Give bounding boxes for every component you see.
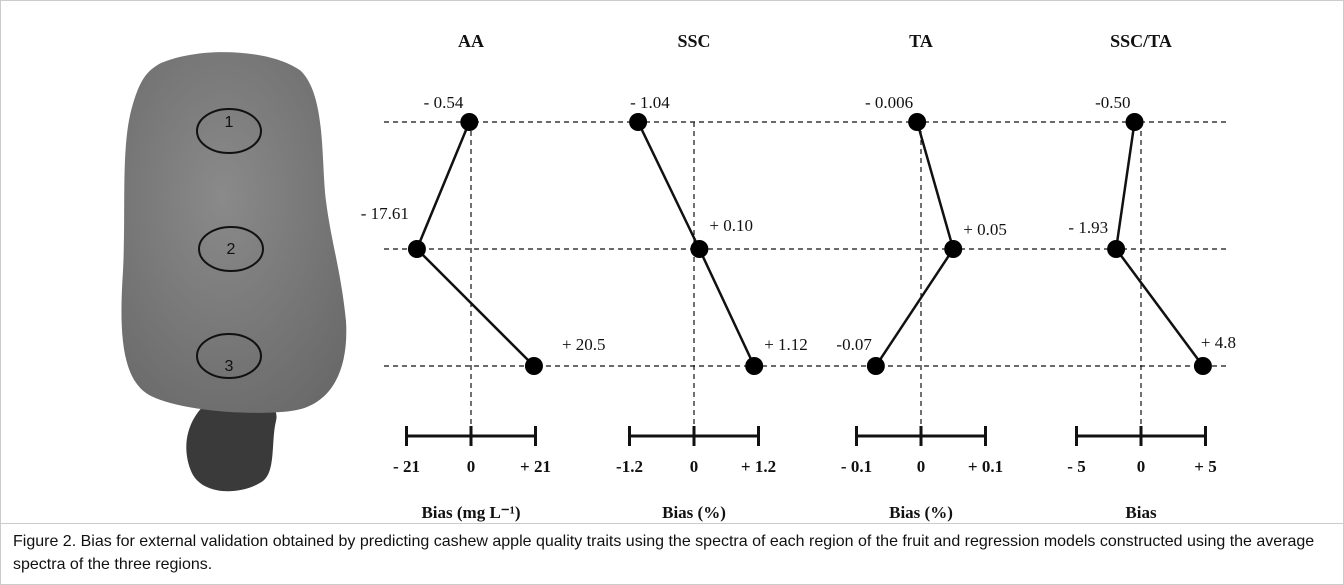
point	[908, 113, 927, 131]
point	[1107, 240, 1126, 258]
value-label: -0.07	[836, 335, 872, 354]
panel-title: SSC	[677, 31, 710, 51]
point	[407, 240, 426, 258]
value-label: - 17.61	[361, 204, 409, 223]
value-label: + 0.05	[963, 220, 1007, 239]
x-tick-label: + 0.1	[968, 457, 1003, 476]
panel-title: AA	[458, 31, 484, 51]
region-label: 1	[225, 114, 234, 131]
region-label: 2	[227, 241, 236, 258]
point	[1193, 357, 1212, 375]
point	[524, 357, 543, 375]
value-label: - 0.006	[865, 93, 913, 112]
value-label: - 1.93	[1068, 218, 1108, 237]
point	[1125, 113, 1144, 131]
fruit	[121, 52, 347, 492]
value-label: -0.50	[1095, 93, 1130, 112]
point	[745, 357, 764, 375]
panel-title: TA	[909, 31, 933, 51]
profile-line	[1114, 121, 1204, 367]
value-label: - 1.04	[630, 93, 670, 112]
value-label: - 0.54	[424, 93, 464, 112]
region-label: 3	[225, 358, 234, 375]
value-label: + 0.10	[709, 216, 753, 235]
value-label: + 20.5	[562, 335, 606, 354]
point	[944, 240, 963, 258]
x-axis-label: Bias (%)	[889, 503, 953, 522]
panel-title: SSC/TA	[1110, 31, 1172, 51]
x-axis-label: Bias (%)	[662, 503, 726, 522]
x-axis-label: Bias (mg L⁻¹)	[421, 503, 520, 522]
x-tick-label: -1.2	[616, 457, 643, 476]
x-axis-label: Bias	[1125, 503, 1157, 522]
x-tick-label: - 5	[1067, 457, 1085, 476]
point	[460, 113, 479, 131]
x-tick-label: - 21	[393, 457, 420, 476]
x-tick-label: + 21	[520, 457, 551, 476]
x-tick-label: - 0.1	[841, 457, 872, 476]
profile-line	[874, 121, 955, 367]
x-tick-label: 0	[690, 457, 699, 476]
chart: 1 2 3 AA - 21 0 + 21 Bias (mg L⁻¹) - 0.54 - 17.61…	[121, 31, 1236, 522]
x-tick-label: + 1.2	[741, 457, 776, 476]
value-label: + 4.8	[1201, 333, 1236, 352]
x-tick-label: + 5	[1194, 457, 1216, 476]
value-label: + 1.12	[764, 335, 808, 354]
point	[690, 240, 709, 258]
x-tick-label: 0	[1137, 457, 1146, 476]
point	[866, 357, 885, 375]
x-tick-label: 0	[917, 457, 926, 476]
point	[629, 113, 648, 131]
x-tick-label: 0	[467, 457, 476, 476]
profile-line	[415, 121, 535, 367]
caption: Figure 2. Bias for external validation o…	[1, 523, 1343, 582]
